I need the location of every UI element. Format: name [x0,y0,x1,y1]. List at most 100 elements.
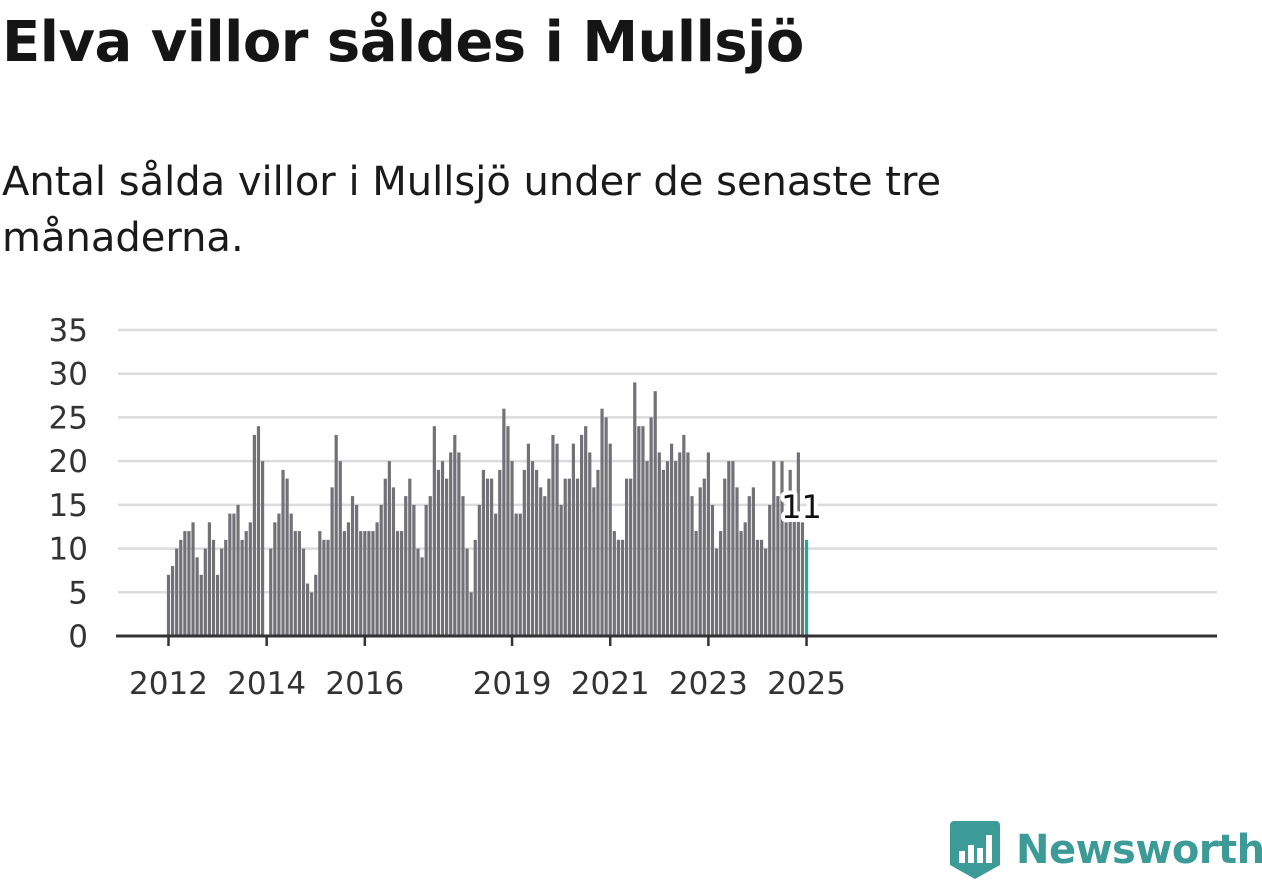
bar [236,504,240,636]
bar [579,434,584,636]
bar [780,461,784,636]
bar [600,408,604,636]
bar [714,548,719,636]
bar [559,504,563,636]
y-axis-ticks: 0 5 10 15 20 25 30 35 [49,313,88,655]
bar [175,548,179,636]
bar [191,522,195,636]
bar [436,469,441,636]
chart-title: Elva villor såldes i Mullsjö [2,10,804,75]
bar [682,434,686,636]
bar [281,469,285,636]
bar [338,461,342,636]
bar [649,417,653,636]
bar [522,469,526,636]
bar [792,496,796,636]
y-tick-label: 25 [49,400,88,436]
bar [461,496,465,636]
bar [551,434,555,636]
bar [367,531,371,636]
bar [665,461,670,636]
newsworthy-logo-icon [950,821,1000,879]
bar [604,417,608,636]
bar [465,548,469,636]
bar [624,478,629,636]
bar [702,478,706,636]
bar [383,478,387,636]
y-tick-label: 20 [49,444,88,480]
bar [506,426,510,636]
bar [183,531,187,636]
bar [768,504,772,636]
bar [747,496,751,636]
bar [195,557,199,636]
bar [256,426,261,636]
bar [706,452,710,636]
bar [170,566,175,636]
bar [633,382,637,636]
bar [804,539,809,636]
bar [543,496,547,636]
bar [314,574,318,636]
bar [359,531,363,636]
bar [661,469,665,636]
bar [669,443,674,636]
bar [620,539,625,636]
bar [420,557,424,636]
y-tick-label: 15 [49,488,88,524]
bar [510,461,514,636]
bar [637,426,641,636]
bar [211,539,216,636]
bar [355,504,359,636]
bar [342,531,346,636]
x-tick-label: 2021 [571,666,650,702]
bar [371,531,375,636]
bar [567,478,571,636]
bar [252,434,256,636]
bar [608,443,612,636]
bar [346,522,351,636]
x-tick-label: 2014 [227,666,306,702]
bar [432,426,436,636]
bar [494,513,498,636]
bar [220,548,224,636]
y-tick-label: 30 [49,357,88,393]
bar [796,452,800,636]
bar [772,461,776,636]
bar [784,522,788,636]
bar [498,469,502,636]
bar [629,478,633,636]
bar [698,487,702,636]
bar [764,548,768,636]
bar [575,478,580,636]
bar [800,522,805,636]
bar [260,461,265,636]
bar [240,539,244,636]
bar [453,434,457,636]
bar [657,452,661,636]
bar [481,469,486,636]
bar [563,478,567,636]
bar [301,548,306,636]
bar [473,539,477,636]
bar [187,531,191,636]
bar [514,513,518,636]
bar [215,574,220,636]
bar [743,522,747,636]
bar [694,531,698,636]
bar [584,426,588,636]
bar [535,469,539,636]
bar [244,531,248,636]
bar [755,539,760,636]
bar [277,513,281,636]
bar [363,531,367,636]
bar [739,531,743,636]
bar [547,478,551,636]
x-tick-label: 2025 [767,666,846,702]
bar [469,592,473,636]
bar [641,426,645,636]
bar [400,531,404,636]
bar [326,539,330,636]
bar [391,487,396,636]
bar [269,548,273,636]
